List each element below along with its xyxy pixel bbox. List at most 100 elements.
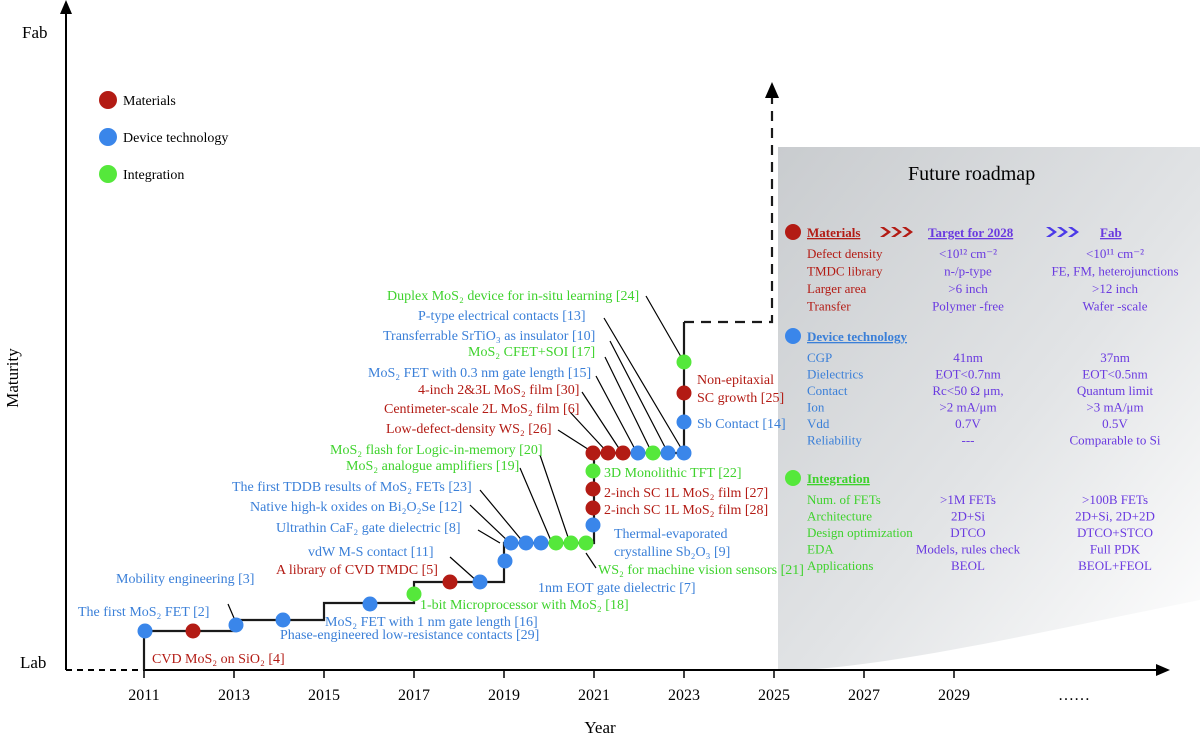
roadmap-row-target: >6 inch [948, 281, 988, 296]
integration-header: Integration [807, 471, 871, 486]
roadmap-row-fab: FE, FM, heterojunctions [1051, 264, 1178, 279]
roadmap-row-target: --- [962, 433, 975, 448]
label-native-highk: Native high-k oxides on Bi₂O₂Se [12] [250, 500, 462, 515]
roadmap-row-target: Polymer -free [932, 299, 1004, 314]
legend-device-label: Device technology [123, 131, 228, 146]
label-sc1l-27: 2-inch SC 1L MoS₂ film [27] [604, 486, 768, 501]
fab-chevrons-icon [1046, 227, 1079, 237]
x-tick-label: 2013 [218, 687, 250, 704]
milestone-dots [137, 354, 692, 639]
label-cvd-tmdc: A library of CVD TMDC [5] [276, 563, 438, 578]
label-mobility: Mobility engineering [3] [116, 572, 254, 587]
legend-materials-label: Materials [123, 94, 176, 109]
label-low-defect: Low-defect-density WS₂ [26] [386, 422, 552, 437]
device-section-dot [785, 328, 801, 344]
integration-rows: Num. of FETs >1M FETs >100B FETs Architectu… [807, 492, 1155, 573]
label-caf2: Ultrathin CaF₂ gate dielectric [8] [276, 521, 460, 536]
milestone-dot [472, 574, 488, 590]
col-fab-header: Fab [1100, 225, 1122, 240]
x-tick-label: 2019 [488, 687, 520, 704]
roadmap-row-fab: Wafer -scale [1083, 299, 1148, 314]
legend-integration-dot [99, 165, 117, 183]
x-ellipsis: …… [1058, 687, 1090, 704]
milestone-dot [548, 535, 564, 551]
label-cvd-mos2: CVD MoS₂ on SiO₂ [4] [152, 652, 285, 667]
label-duplex: Duplex MoS₂ device for in-situ learning … [387, 289, 639, 304]
roadmap-row-param: TMDC library [807, 264, 883, 279]
roadmap-row-fab: Quantum limit [1077, 383, 1154, 398]
label-ptype: P-type electrical contacts [13] [418, 309, 586, 324]
milestone-dot [585, 481, 601, 497]
roadmap-row-target: >1M FETs [940, 492, 996, 507]
label-vdw: vdW M-S contact [11] [308, 545, 434, 560]
roadmap-row-param: Defect density [807, 246, 883, 261]
roadmap-row-target: 2D+Si [951, 509, 985, 524]
legend-materials-dot [99, 91, 117, 109]
y-top-label: Fab [22, 23, 48, 42]
roadmap-row-param: Reliability [807, 433, 862, 448]
x-tick-label: 2027 [848, 687, 880, 704]
roadmap-row-target: DTCO [950, 525, 985, 540]
device-rows: CGP 41nm 37nm Dielectrics EOT<0.7nm EOT<0.5nm… [807, 350, 1161, 448]
col-target-header: Target for 2028 [928, 225, 1014, 240]
roadmap-row-param: Num. of FETs [807, 492, 881, 507]
legend-integration-label: Integration [123, 168, 184, 183]
milestone-dot [406, 586, 422, 602]
milestone-dot [228, 617, 244, 633]
materials-header: Materials [807, 225, 860, 240]
roadmap-row-fab: 2D+Si, 2D+2D [1075, 509, 1155, 524]
label-fet-03nm: MoS₂ FET with 0.3 nm gate length [15] [368, 366, 591, 381]
roadmap-row-fab: >12 inch [1092, 281, 1138, 296]
milestone-dot [615, 445, 631, 461]
roadmap-row-param: CGP [807, 350, 832, 365]
label-cm-scale: Centimeter-scale 2L MoS₂ film [6] [384, 402, 579, 417]
roadmap-row-fab: <10¹¹ cm⁻² [1086, 246, 1144, 261]
roadmap-row-target: Rc<50 Ω μm, [932, 383, 1003, 398]
label-fet-1nm: MoS₂ FET with 1 nm gate length [16] [325, 615, 538, 630]
y-axis-label: Maturity [3, 348, 22, 408]
callout-lines [227, 295, 685, 626]
x-tick-label: 2025 [758, 687, 790, 704]
roadmap-row-target: Models, rules check [916, 542, 1021, 557]
label-non-epi-2: SC growth [25] [697, 391, 784, 406]
roadmap-row-target: 0.7V [955, 416, 981, 431]
label-srtio3: Transferrable SrTiO₃ as insulator [10] [383, 329, 595, 344]
roadmap-row-param: Applications [807, 558, 873, 573]
roadmap-row-param: Vdd [807, 416, 830, 431]
milestone-dot [676, 445, 692, 461]
label-eot1nm: 1nm EOT gate dielectric [7] [538, 581, 696, 596]
roadmap-row-param: Dielectrics [807, 367, 863, 382]
x-tick-label: 2029 [938, 687, 970, 704]
milestone-dot [497, 553, 513, 569]
roadmap-row-fab: 37nm [1100, 350, 1130, 365]
materials-chevrons-icon [880, 227, 913, 237]
y-bottom-label: Lab [20, 653, 46, 672]
integration-section-dot [785, 470, 801, 486]
label-microprocessor: 1-bit Microprocessor with MoS₂ [18] [420, 598, 629, 613]
milestone-dot [676, 354, 692, 370]
milestone-dot [660, 445, 676, 461]
milestone-dot [578, 535, 594, 551]
milestone-labels: The first MoS₂ FET [2] CVD MoS₂ on SiO₂ … [78, 289, 804, 667]
materials-rows: Defect density <10¹² cm⁻² <10¹¹ cm⁻² TMDC l… [807, 246, 1179, 314]
milestone-dot [600, 445, 616, 461]
milestone-dot [585, 463, 601, 479]
milestone-dot [137, 623, 153, 639]
x-tick-label: 2015 [308, 687, 340, 704]
legend: Materials Device technology Integration [99, 91, 228, 183]
x-tick-label: 2023 [668, 687, 700, 704]
x-axis-label: Year [584, 718, 616, 737]
roadmap-row-param: Transfer [807, 299, 851, 314]
materials-section-dot [785, 224, 801, 240]
milestone-dot [676, 385, 692, 401]
roadmap-row-param: Larger area [807, 281, 867, 296]
milestone-dot [185, 623, 201, 639]
x-ticks: 2011 2013 2015 2017 2019 2021 2023 2025 2027 2029 [128, 670, 970, 704]
label-thermal-2: crystalline Sb₂O₃ [9] [614, 545, 730, 560]
roadmap-row-param: Architecture [807, 509, 872, 524]
label-tddb: The first TDDB results of MoS₂ FETs [23] [232, 480, 472, 495]
roadmap-row-fab: Full PDK [1090, 542, 1141, 557]
milestone-dot [503, 535, 519, 551]
label-thermal-1: Thermal-evaporated [614, 527, 728, 542]
roadmap-row-fab: >100B FETs [1082, 492, 1148, 507]
